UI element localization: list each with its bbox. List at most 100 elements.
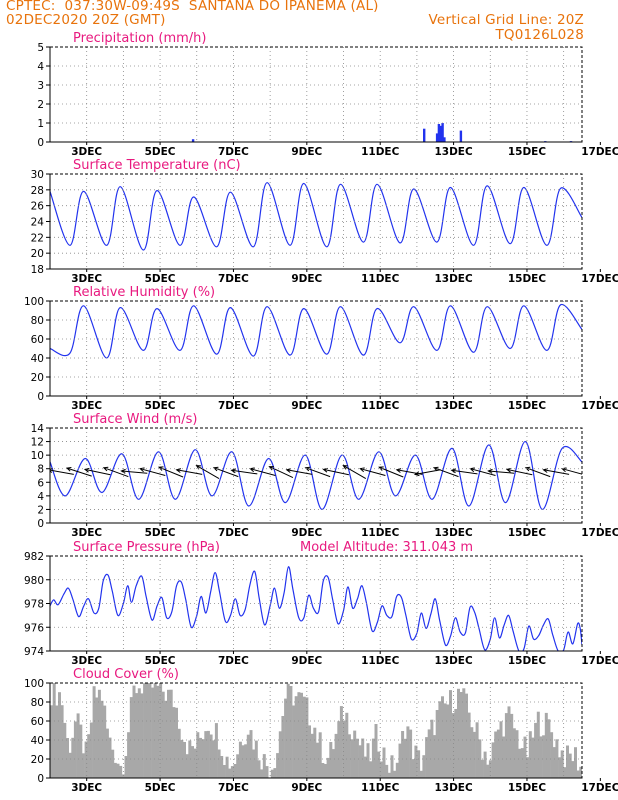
cloud-bar (66, 738, 69, 778)
cloud-bar (193, 748, 197, 778)
wind-arrow (487, 468, 515, 474)
pressure-ytick-label: 980 (24, 575, 44, 587)
cloud-bar (199, 737, 202, 778)
x-tick-label: 13DEC (434, 146, 473, 158)
cloud-bar (504, 713, 508, 778)
wind-arrow (157, 466, 184, 478)
cloud-bar (438, 701, 442, 778)
wind-arrow (65, 467, 92, 477)
cloud-bar (79, 724, 83, 778)
cloud-ytick-label: 100 (24, 678, 44, 690)
x-tick-label: 3DEC (71, 527, 102, 539)
precip-ytick-label: 4 (37, 61, 44, 73)
cloud-bar (316, 742, 319, 778)
pressure-data (50, 566, 582, 651)
cloud-bar (260, 769, 264, 778)
rh-ytick-label: 100 (24, 296, 44, 308)
cloud-bar (494, 731, 498, 778)
cloud-bar (542, 735, 546, 778)
cloud-bar (135, 693, 139, 778)
precip-ytick-label: 1 (37, 118, 44, 130)
cloud-bar (81, 753, 85, 778)
cloud-bar (377, 751, 381, 778)
cloud-bar (188, 740, 192, 778)
cloud-bar (512, 728, 516, 778)
precip-bar (437, 124, 441, 142)
cloud-bar (409, 729, 413, 778)
cloud-bar (289, 686, 293, 778)
x-tick-label: 9DEC (291, 655, 322, 667)
cloud-bar (406, 726, 410, 778)
wind-title: Surface Wind (m/s) (73, 412, 197, 427)
cloud-bar (222, 765, 226, 778)
precip-bar (443, 137, 446, 142)
x-tick-label: 13DEC (434, 400, 473, 412)
cloud-bar (337, 721, 341, 778)
cloud-bar (284, 698, 288, 778)
cloud-bar (281, 716, 285, 778)
temp-ytick-label: 28 (31, 185, 44, 197)
x-tick-label: 9DEC (291, 146, 322, 158)
cloud-bar (183, 742, 186, 778)
cloud-bar (417, 750, 421, 778)
rh-ytick-label: 40 (31, 353, 44, 365)
cloud-bar (369, 761, 373, 778)
cloud-bar (526, 757, 530, 778)
cloud-bar (472, 731, 476, 778)
cloud-bar (339, 706, 343, 778)
x-tick-label: 13DEC (434, 655, 473, 667)
cloud-bar (379, 761, 383, 778)
x-tick-label: 17DEC (581, 782, 618, 794)
x-tick-label: 3DEC (71, 273, 102, 285)
cloud-bar (177, 728, 181, 778)
wind-arrow (359, 467, 386, 476)
cloud-bar (217, 749, 221, 778)
rh-ytick-label: 60 (31, 334, 44, 346)
temp-ytick-label: 26 (31, 201, 45, 213)
wind-arrow (524, 466, 551, 478)
cloud-bar (326, 757, 330, 778)
x-tick-label: 5DEC (145, 527, 176, 539)
cloud-bar (459, 692, 463, 778)
x-tick-label: 5DEC (145, 146, 176, 158)
wind-ytick-label: 4 (37, 491, 44, 503)
precip-bar (191, 139, 195, 142)
cloud-bar (145, 683, 149, 778)
cloud-bar (419, 770, 423, 778)
cloud-bar (465, 693, 468, 778)
wind-ytick-label: 14 (31, 423, 45, 435)
x-tick-label: 9DEC (291, 400, 322, 412)
temp-ytick-label: 20 (31, 248, 44, 260)
cloud-panel: 0 20 40 60 80 100 3DEC 5DEC 7DEC 9DEC 11DEC 13DEC 15… (24, 667, 618, 794)
wind-arrow (342, 465, 367, 480)
wind-arrow (212, 466, 239, 478)
rh-panel: 0 20 40 60 80 100 3DEC 5DEC 7DEC 9DEC 11DEC 13DEC 15… (24, 285, 618, 412)
x-tick-label: 11DEC (361, 273, 400, 285)
cloud-bar (137, 688, 141, 778)
temp-ytick-label: 22 (31, 232, 44, 244)
cloud-bar (342, 720, 346, 778)
cloud-bar (191, 746, 194, 778)
cloud-bar (528, 731, 532, 778)
cloud-bar (76, 713, 80, 778)
cloud-bar (363, 756, 367, 778)
cloud-bar (430, 719, 434, 778)
cloud-bar (510, 713, 514, 778)
x-tick-label: 3DEC (71, 146, 102, 158)
x-tick-label: 9DEC (291, 273, 322, 285)
cloud-bar (108, 737, 112, 778)
cloud-bar (292, 705, 296, 778)
cloud-bar (238, 741, 242, 778)
precip-ytick-label: 0 (37, 137, 44, 149)
cloud-bar (159, 683, 163, 778)
cloud-bar (305, 697, 309, 778)
cloud-bar (502, 736, 506, 778)
cloud-bar (422, 755, 426, 778)
cloud-bar (95, 697, 99, 778)
rh-data (50, 304, 582, 359)
cloud-bar (71, 737, 75, 778)
cloud-bar (443, 703, 447, 778)
x-tick-label: 13DEC (434, 782, 473, 794)
cloud-bar (579, 766, 582, 778)
